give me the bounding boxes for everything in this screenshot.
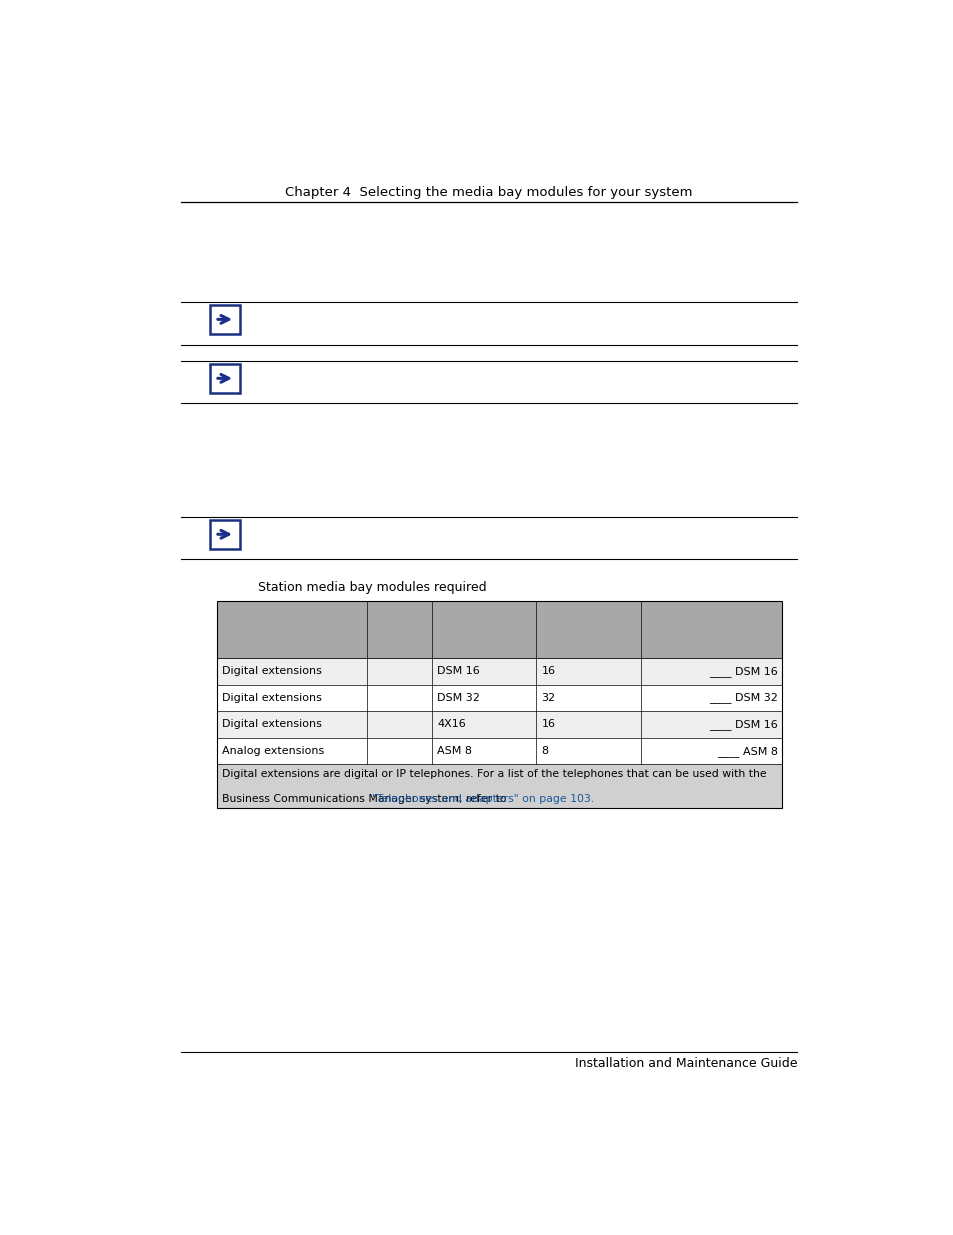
Bar [216,737,781,764]
Bar [216,658,781,684]
Text: Station media bay modules required: Station media bay modules required [257,580,486,594]
Text: Business Communications Manager system, refer to: Business Communications Manager system, … [222,794,510,804]
Text: DSM 32: DSM 32 [436,693,479,703]
Bar [216,601,781,808]
Text: Digital extensions: Digital extensions [222,720,321,730]
Text: 8: 8 [541,746,548,756]
Text: Installation and Maintenance Guide: Installation and Maintenance Guide [574,1056,797,1070]
Text: 16: 16 [541,720,555,730]
Text: 16: 16 [541,666,555,677]
Text: Digital extensions: Digital extensions [222,666,321,677]
Text: ____ DSM 16: ____ DSM 16 [708,719,778,730]
Bar [210,305,240,333]
Bar [216,684,781,711]
Text: "Telephones and adapters" on page 103.: "Telephones and adapters" on page 103. [372,794,594,804]
Text: 4X16: 4X16 [436,720,465,730]
Text: ASM 8: ASM 8 [436,746,472,756]
Text: Chapter 4  Selecting the media bay modules for your system: Chapter 4 Selecting the media bay module… [285,186,692,199]
Bar [216,764,781,808]
Bar [216,601,781,658]
Bar [210,520,240,548]
Text: ____ ASM 8: ____ ASM 8 [717,746,778,757]
Text: Analog extensions: Analog extensions [222,746,324,756]
Text: Digital extensions: Digital extensions [222,693,321,703]
Text: ____ DSM 32: ____ DSM 32 [708,693,778,703]
Text: DSM 16: DSM 16 [436,666,479,677]
Bar [216,711,781,737]
Bar [210,364,240,393]
Text: 32: 32 [541,693,556,703]
Text: Digital extensions are digital or IP telephones. For a list of the telephones th: Digital extensions are digital or IP tel… [222,769,766,779]
Text: ____ DSM 16: ____ DSM 16 [708,666,778,677]
